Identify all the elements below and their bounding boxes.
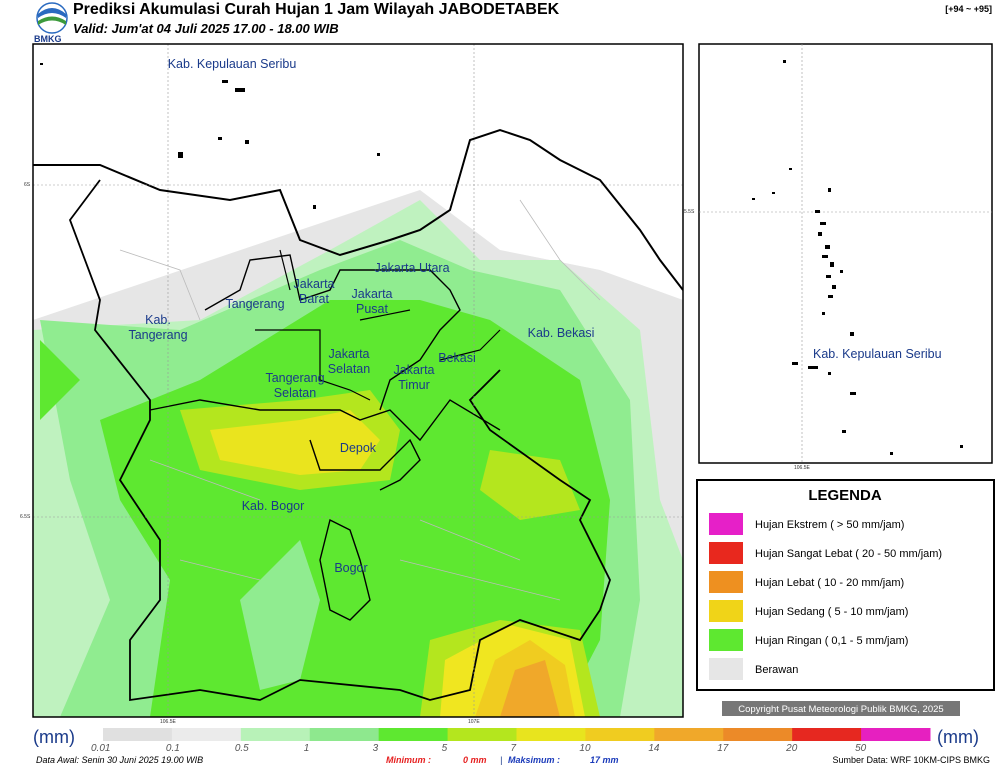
colorbar-segment [585, 728, 655, 741]
colorbar-tick-label: 0.5 [235, 743, 249, 754]
colorbar-tick-label: 17 [717, 743, 729, 754]
region-label: Tangerang [225, 297, 284, 311]
legend-label: Hujan Sedang ( 5 - 10 mm/jam) [755, 606, 908, 618]
region-label: Tangerang [265, 371, 324, 385]
data-awal: Data Awal: Senin 30 Juni 2025 19.00 WIB [36, 755, 203, 765]
region-label: Kab. Kepulauan Seribu [168, 57, 297, 71]
colorbar-segment [792, 728, 862, 741]
colorbar-tick-label: 20 [785, 743, 798, 754]
region-label: Jakarta [329, 347, 370, 361]
region-label: Jakarta [352, 287, 393, 301]
legend-label: Hujan Ringan ( 0,1 - 5 mm/jam) [755, 635, 908, 647]
colorbar-segment [103, 728, 173, 741]
copyright-bg [722, 701, 960, 716]
copyright: Copyright Pusat Meteorologi Publik BMKG,… [738, 704, 943, 715]
legend-swatch [709, 629, 743, 651]
run-range: [+94 ~ +95] [945, 4, 992, 14]
colorbar-segment [240, 728, 311, 741]
colorbar-tick-label: 3 [373, 743, 379, 754]
legend-swatch [709, 513, 743, 535]
min-label: Minimum : [386, 755, 431, 765]
legend-title: LEGENDA [808, 487, 882, 504]
unit-label: (mm) [33, 727, 75, 747]
legend-label: Hujan Sangat Lebat ( 20 - 50 mm/jam) [755, 548, 942, 560]
colorbar-segment [447, 728, 517, 741]
colorbar-segment [309, 728, 380, 741]
lat-label: 6.5S [20, 514, 31, 520]
region-label: Jakarta [294, 277, 335, 291]
legend-swatch [709, 658, 743, 680]
logo-text: BMKG [34, 34, 62, 44]
region-label: Kab. Bogor [242, 499, 305, 513]
region-label: Kab. [145, 313, 171, 327]
legend: LEGENDA Hujan Ekstrem ( > 50 mm/jam) Huja… [696, 479, 995, 691]
logo: BMKG [34, 2, 68, 44]
lon-label: 107E [468, 719, 480, 725]
inset-map: Kab. Kepulauan Seribu 5.5S 106.5E [684, 43, 993, 471]
region-label: Jakarta [394, 363, 435, 377]
colorbar-tick-label: 1 [304, 743, 310, 754]
unit-label: (mm) [937, 727, 979, 747]
region-label: Timur [398, 378, 429, 392]
title: Prediksi Akumulasi Curah Hujan 1 Jam Wil… [73, 1, 560, 18]
colorbar-segment [723, 728, 793, 741]
main-map: 6S 6.5S 106.5E 107E Kab. Kepulauan Serib… [20, 43, 684, 725]
legend-swatch [709, 542, 743, 564]
region-label: Tangerang [128, 328, 187, 342]
region-label: Kab. Bekasi [528, 326, 595, 340]
lon-label: 106.5E [794, 465, 811, 471]
max-value: 17 mm [590, 755, 619, 765]
region-label: Pusat [356, 302, 388, 316]
region-label: Bogor [334, 561, 367, 575]
colorbar-tick-label: 7 [511, 743, 517, 754]
colorbar-segment [654, 728, 724, 741]
region-label: Selatan [274, 386, 316, 400]
min-value: 0 mm [463, 755, 487, 765]
legend-swatch [709, 571, 743, 593]
region-label: Bekasi [438, 351, 476, 365]
separator: | [500, 755, 502, 765]
region-label: Depok [340, 441, 377, 455]
colorbar-tick-label: 5 [442, 743, 448, 754]
legend-label: Hujan Lebat ( 10 - 20 mm/jam) [755, 577, 904, 589]
lat-label: 6S [24, 182, 31, 188]
max-label: Maksimum : [508, 755, 560, 765]
region-label: Barat [299, 292, 329, 306]
colorbar-segment [516, 728, 586, 741]
colorbar-tick-label: 14 [648, 743, 660, 754]
colorbar-tick-label: 0.01 [91, 743, 110, 754]
colorbar-tick-label: 10 [579, 743, 591, 754]
colorbar-segment [171, 728, 242, 741]
region-label: Selatan [328, 362, 370, 376]
inset-label: Kab. Kepulauan Seribu [813, 347, 942, 361]
region-label: Jakarta Utara [374, 261, 449, 275]
legend-swatch [709, 600, 743, 622]
region-labels: Kab. Kepulauan Seribu Jakarta Utara Jakart… [128, 57, 594, 575]
colorbar-tick-label: 50 [855, 743, 867, 754]
colorbar-segment [861, 728, 931, 741]
legend-label: Hujan Ekstrem ( > 50 mm/jam) [755, 519, 904, 531]
lon-label: 106.5E [160, 719, 177, 725]
colorbar-tick-label: 0.1 [166, 743, 180, 754]
source: Sumber Data: WRF 10KM-CIPS BMKG [832, 755, 990, 765]
legend-label: Berawan [755, 664, 798, 676]
colorbar-segment [378, 728, 449, 741]
colorbar: (mm) (mm) 0.01 0.1 0.5 1 3 5 7 10 14 17 20 50 [33, 727, 979, 754]
lat-label: 5.5S [684, 209, 695, 215]
subtitle: Valid: Jum'at 04 Juli 2025 17.00 - 18.00… [73, 21, 339, 36]
